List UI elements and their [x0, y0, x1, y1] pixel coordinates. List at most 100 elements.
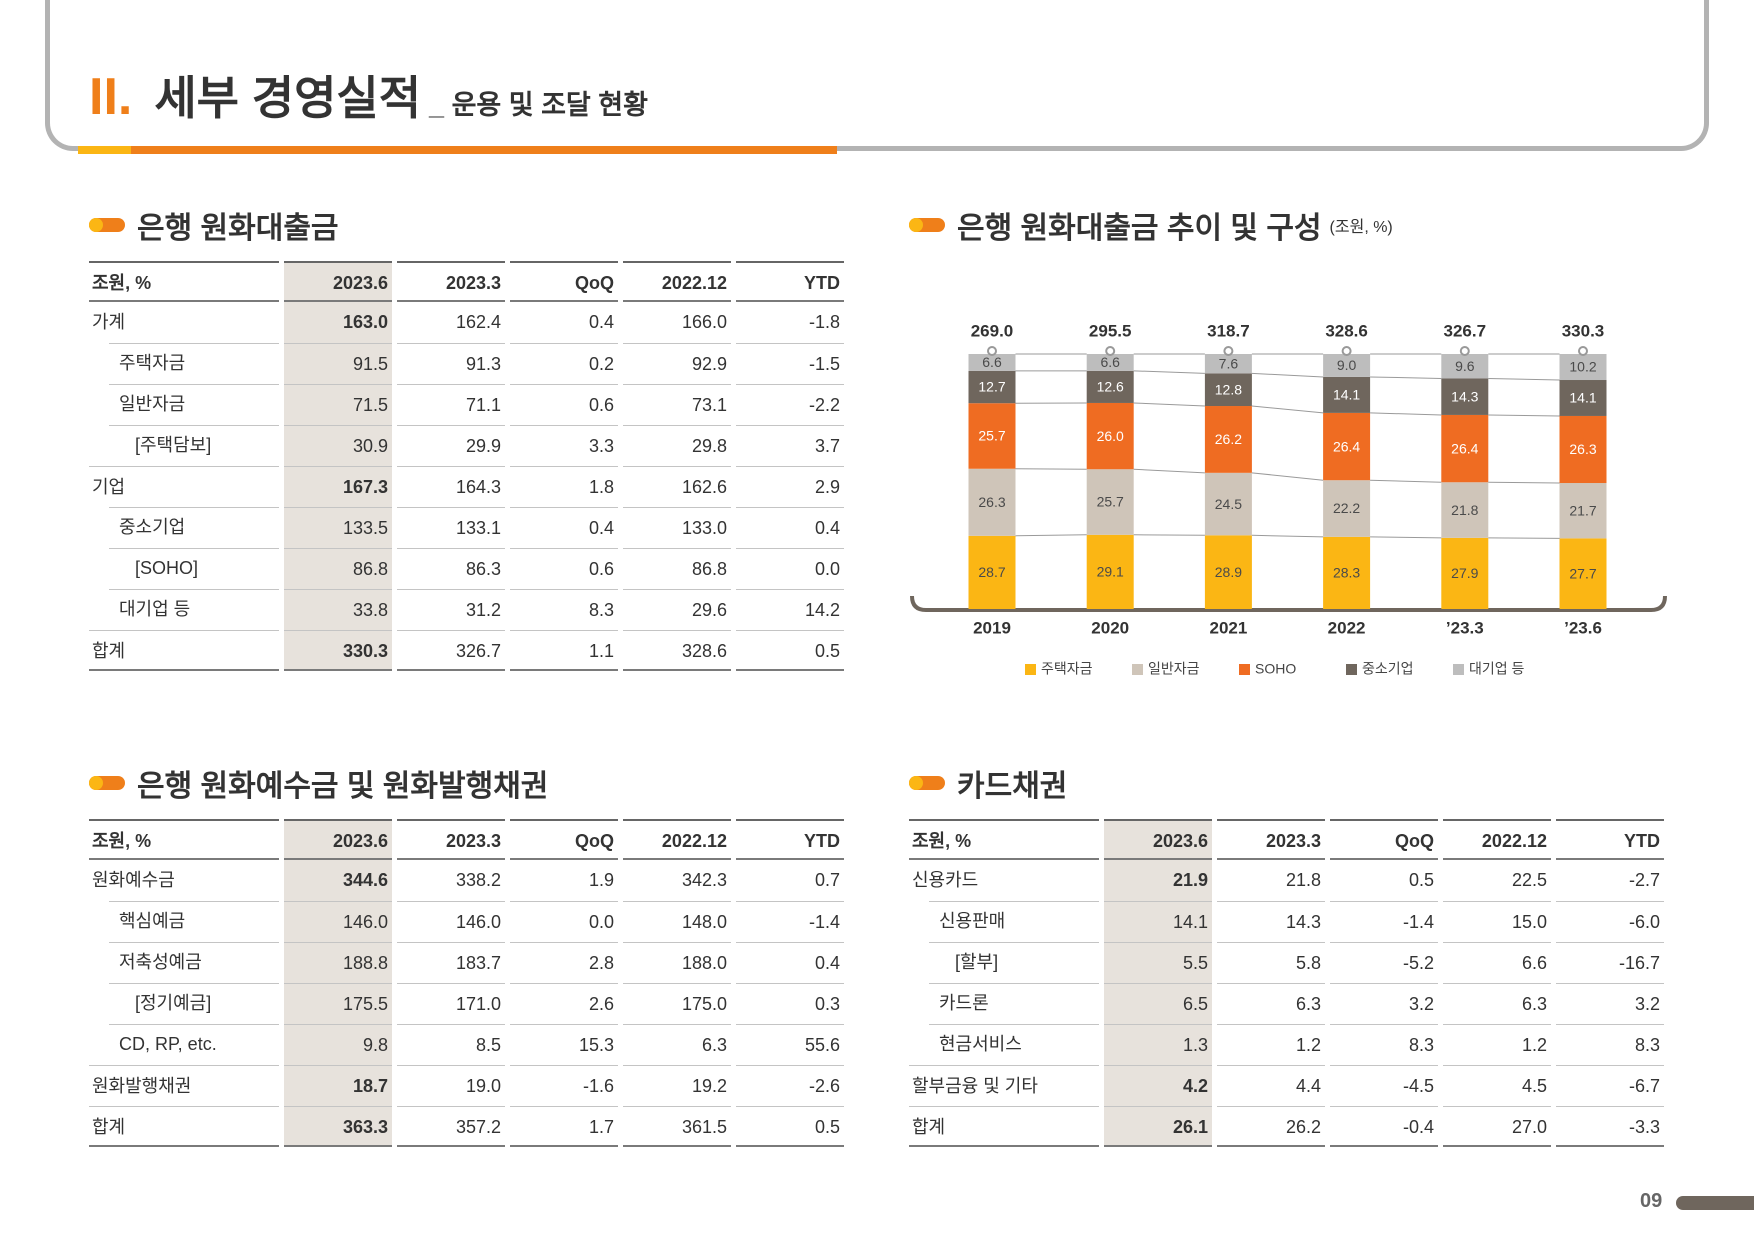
- table-cell: 71.5: [284, 384, 392, 425]
- x-tick-label: 2020: [1091, 618, 1129, 637]
- table: 조원, % 2023.6 2023.3 QoQ 2022.12 YTD 가계 163.0 162…: [89, 261, 844, 671]
- table-cell: 342.3: [681, 870, 727, 890]
- bar-segment: [1204, 535, 1252, 609]
- row-label: 카드론: [909, 983, 1099, 1024]
- column-header: 조원, %: [89, 261, 279, 302]
- table-cell: 133.5: [284, 507, 392, 548]
- table-cell: -0.4: [1330, 1106, 1438, 1147]
- data-label: 28.9: [1215, 564, 1242, 580]
- table-cell: 188.0: [623, 942, 731, 983]
- total-label: 269.0: [971, 321, 1014, 340]
- connector: [1251, 372, 1324, 378]
- table-header-row: 조원, % 2023.6 2023.3 QoQ 2022.12 YTD: [909, 819, 1664, 860]
- table: 조원, % 2023.6 2023.3 QoQ 2022.12 YTD 원화예수금 344.6…: [89, 819, 844, 1147]
- row-label: 가계: [92, 312, 126, 332]
- table-cell: 146.0: [284, 901, 392, 942]
- x-tick-label: ’23.3: [1446, 618, 1484, 637]
- column-header: 2022.12: [1443, 819, 1551, 860]
- table-cell: 163.0: [284, 302, 392, 343]
- data-label: 26.4: [1333, 438, 1360, 454]
- data-label: 21.8: [1451, 502, 1478, 518]
- table-cell: 0.4: [510, 507, 618, 548]
- data-label: 12.7: [978, 379, 1005, 395]
- table-cell: 0.0: [510, 901, 618, 942]
- connector: [1133, 370, 1205, 374]
- column-header: 2023.3: [1217, 819, 1325, 860]
- connector: [1488, 377, 1560, 381]
- table-cell: 338.2: [455, 870, 501, 890]
- table-row: 현금서비스 1.3 1.2 8.3 1.2 8.3: [909, 1024, 1664, 1065]
- legend-swatch: [1346, 664, 1357, 675]
- bullet: [89, 776, 125, 790]
- total-marker: [1578, 346, 1588, 356]
- chart: 28.7 26.3 25.7 12.7 6.6 269.0 2019 29.1 25.7 26.0…: [910, 321, 1667, 677]
- connector: [1370, 412, 1442, 416]
- section-title: 은행 원화대출금 추이 및 구성 (조원, %): [909, 203, 1393, 247]
- x-tick-label: ’23.6: [1564, 618, 1602, 637]
- header-accent: [78, 146, 131, 154]
- total-label: 326.7: [1444, 321, 1487, 340]
- table-cell: 29.6: [623, 589, 731, 630]
- chart-subtitle: (조원, %): [1329, 219, 1393, 236]
- table-cell: 0.2: [510, 343, 618, 384]
- data-label: 25.7: [1097, 494, 1124, 510]
- table-cell: 26.1: [1104, 1106, 1212, 1147]
- bar-segment: [1441, 378, 1489, 415]
- header: II. 세부 경영실적 _ 운용 및 조달 현황: [89, 62, 648, 128]
- row-label: 중소기업: [89, 507, 279, 548]
- table-cell: 15.3: [510, 1024, 618, 1065]
- table-cell: 33.8: [284, 589, 392, 630]
- column-header: QoQ: [510, 261, 618, 302]
- table-cell: -2.6: [736, 1065, 844, 1106]
- table-cell: 9.8: [284, 1024, 392, 1065]
- data-label: 6.6: [982, 354, 1002, 370]
- table-cell: 3.3: [510, 425, 618, 466]
- chart-baseline: [910, 595, 1667, 612]
- table-cell: 15.0: [1443, 901, 1551, 942]
- table-cell: -5.2: [1330, 942, 1438, 983]
- x-tick-label: 2022: [1328, 618, 1366, 637]
- section-title: 카드채권: [909, 761, 1067, 805]
- column-header: QoQ: [510, 819, 618, 860]
- connector: [1370, 536, 1442, 539]
- table-cell: 8.5: [397, 1024, 505, 1065]
- table-cell: 148.0: [623, 901, 731, 942]
- table-cell: 2.9: [736, 466, 844, 507]
- page-number-bar: [1676, 1196, 1754, 1210]
- table-row: 합계 26.1 26.2 -0.4 27.0 -3.3: [909, 1106, 1664, 1147]
- legend-swatch: [1239, 664, 1250, 675]
- table-cell: 6.3: [1217, 983, 1325, 1024]
- bar-segment: [1323, 376, 1371, 413]
- connector: [1488, 481, 1560, 484]
- column-header: YTD: [1556, 819, 1664, 860]
- row-label: 기업: [89, 466, 279, 507]
- table-cell: 328.6: [623, 630, 731, 671]
- x-tick-label: 2019: [973, 618, 1011, 637]
- bar-segment: [1204, 373, 1252, 407]
- connector: [1015, 468, 1087, 470]
- data-label: 7.6: [1219, 355, 1239, 371]
- bar-segment: [1559, 415, 1607, 484]
- row-label: [SOHO]: [89, 548, 279, 589]
- bullet: [909, 218, 945, 232]
- total-marker: [1105, 346, 1116, 356]
- table-cell: 166.0: [681, 312, 727, 332]
- bar-segment: [968, 535, 1016, 609]
- table-cell: -4.5: [1330, 1065, 1438, 1106]
- bar-segment: [1086, 370, 1134, 403]
- row-label: 할부금융 및 기타: [909, 1065, 1099, 1106]
- table-row: 원화예수금 344.6 338.2 1.9 342.3 0.7: [89, 860, 844, 901]
- table-cell: 8.3: [1330, 1024, 1438, 1065]
- bar-segment: [1559, 354, 1607, 381]
- legend-label: SOHO: [1255, 661, 1296, 677]
- data-label: 26.4: [1451, 440, 1478, 456]
- connector: [1251, 534, 1324, 538]
- header-roman: II.: [89, 68, 133, 126]
- table-cell: 2.6: [510, 983, 618, 1024]
- connector: [1370, 479, 1442, 483]
- row-label: 핵심예금: [89, 901, 279, 942]
- table-cell: 55.6: [736, 1024, 844, 1065]
- x-tick-label: 2021: [1209, 618, 1247, 637]
